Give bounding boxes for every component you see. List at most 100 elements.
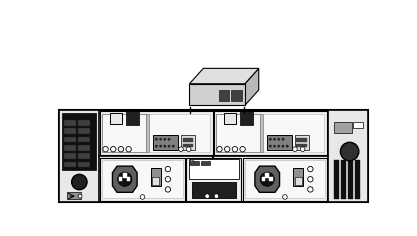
- Circle shape: [168, 138, 170, 140]
- Circle shape: [155, 145, 158, 147]
- Bar: [119, 177, 123, 181]
- Bar: [64, 145, 76, 151]
- Circle shape: [308, 187, 313, 192]
- Circle shape: [165, 166, 171, 172]
- Circle shape: [286, 145, 289, 147]
- Bar: [216, 114, 259, 152]
- Bar: [59, 110, 99, 202]
- Bar: [261, 177, 265, 181]
- Polygon shape: [245, 68, 259, 105]
- Circle shape: [308, 177, 313, 182]
- Bar: [183, 139, 193, 142]
- Circle shape: [155, 138, 158, 140]
- Circle shape: [186, 147, 191, 152]
- Bar: [64, 153, 76, 159]
- Bar: [188, 159, 239, 179]
- Bar: [78, 145, 90, 151]
- Circle shape: [282, 138, 284, 140]
- Bar: [78, 153, 90, 159]
- Bar: [110, 113, 123, 124]
- Circle shape: [224, 147, 230, 152]
- Bar: [294, 168, 304, 186]
- Circle shape: [165, 177, 171, 182]
- Bar: [64, 162, 76, 167]
- Bar: [265, 173, 269, 178]
- Bar: [126, 111, 139, 125]
- Bar: [78, 162, 90, 167]
- Circle shape: [118, 172, 132, 186]
- Bar: [355, 160, 359, 199]
- Circle shape: [269, 138, 271, 140]
- Bar: [103, 114, 146, 152]
- Bar: [67, 192, 81, 199]
- Circle shape: [159, 138, 162, 140]
- Bar: [334, 160, 339, 199]
- Circle shape: [205, 194, 209, 198]
- Bar: [103, 114, 210, 152]
- Bar: [328, 110, 368, 202]
- Circle shape: [163, 138, 166, 140]
- Circle shape: [274, 138, 276, 140]
- Circle shape: [118, 147, 123, 152]
- Bar: [201, 161, 210, 165]
- Bar: [219, 90, 229, 101]
- Bar: [348, 160, 353, 199]
- Circle shape: [308, 166, 313, 172]
- Bar: [151, 168, 161, 186]
- Circle shape: [72, 174, 87, 190]
- Circle shape: [159, 145, 162, 147]
- Bar: [245, 160, 325, 198]
- Circle shape: [282, 145, 284, 147]
- Polygon shape: [113, 166, 137, 192]
- Bar: [239, 111, 254, 125]
- Bar: [231, 90, 242, 101]
- Bar: [181, 135, 195, 150]
- Circle shape: [165, 187, 171, 192]
- Circle shape: [111, 147, 116, 152]
- Bar: [216, 114, 324, 152]
- Bar: [295, 177, 302, 185]
- Bar: [146, 114, 149, 152]
- Circle shape: [274, 145, 276, 147]
- Bar: [190, 161, 199, 165]
- Bar: [100, 158, 185, 201]
- Bar: [295, 135, 309, 150]
- Polygon shape: [255, 166, 279, 192]
- Bar: [78, 128, 90, 134]
- Bar: [296, 139, 307, 142]
- Bar: [353, 122, 364, 128]
- Bar: [153, 135, 178, 150]
- Circle shape: [217, 147, 222, 152]
- Bar: [269, 177, 273, 181]
- Bar: [63, 113, 96, 170]
- Circle shape: [103, 147, 108, 152]
- Bar: [259, 114, 264, 152]
- Bar: [78, 120, 90, 126]
- Bar: [100, 111, 213, 155]
- Bar: [103, 160, 183, 198]
- Circle shape: [300, 147, 305, 152]
- Circle shape: [232, 147, 238, 152]
- Circle shape: [283, 195, 287, 199]
- Bar: [189, 84, 245, 105]
- Bar: [64, 137, 76, 142]
- Bar: [296, 144, 307, 147]
- Bar: [78, 137, 90, 142]
- Bar: [192, 181, 236, 198]
- Bar: [334, 122, 352, 133]
- Bar: [123, 173, 127, 178]
- Bar: [186, 158, 241, 201]
- Circle shape: [126, 147, 131, 152]
- Circle shape: [240, 147, 245, 152]
- Bar: [224, 113, 236, 124]
- Circle shape: [278, 138, 280, 140]
- Bar: [214, 111, 327, 155]
- Bar: [183, 144, 193, 147]
- Circle shape: [269, 145, 271, 147]
- Bar: [243, 158, 327, 201]
- Circle shape: [189, 160, 194, 165]
- Circle shape: [163, 145, 166, 147]
- Circle shape: [340, 142, 359, 161]
- Circle shape: [278, 145, 280, 147]
- Bar: [153, 177, 159, 185]
